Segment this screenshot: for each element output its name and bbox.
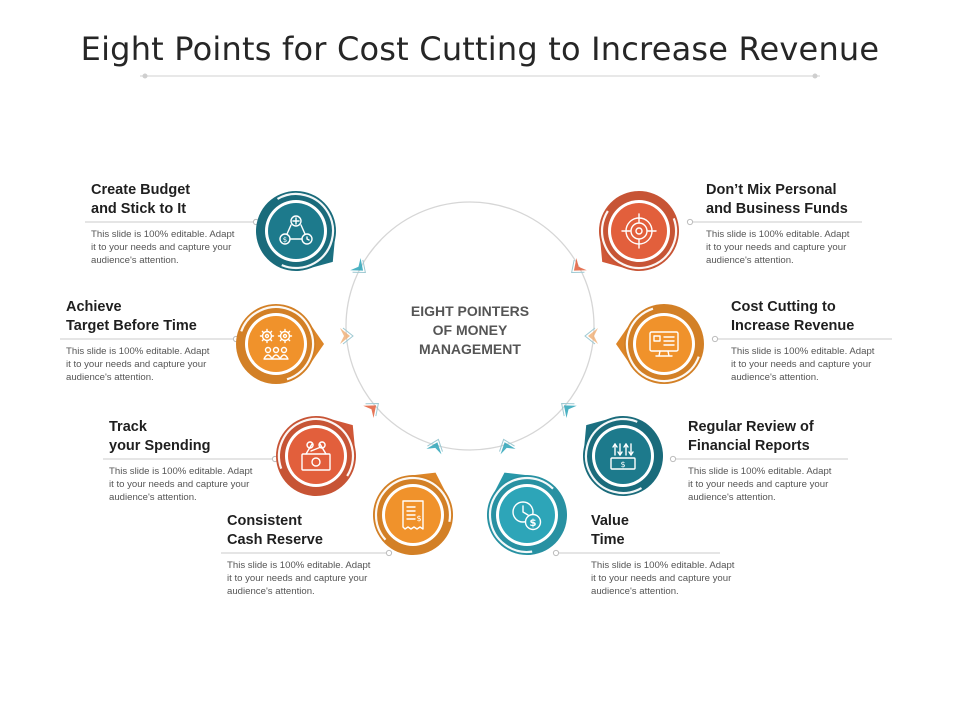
svg-text:$: $ <box>620 460 625 469</box>
title-underline <box>140 73 820 79</box>
item-desc: audience's attention. <box>591 586 679 597</box>
chevron-arrow <box>561 402 577 418</box>
item-desc: it to your needs and capture your <box>227 573 368 584</box>
target-icon <box>621 213 657 249</box>
item-heading: Regular Review of <box>688 419 814 435</box>
node-track-spending <box>276 416 356 496</box>
item-desc: This slide is 100% editable. Adapt <box>591 560 735 571</box>
svg-text:$: $ <box>283 236 287 244</box>
item-desc: it to your needs and capture your <box>688 479 829 490</box>
node-cash-reserve: $ <box>373 472 453 555</box>
item-desc: audience's attention. <box>66 372 154 383</box>
budget-icon: $ <box>279 215 313 245</box>
item-heading: Cost Cutting to <box>731 299 836 315</box>
node-dont-mix <box>599 191 679 271</box>
center-line-1: EIGHT POINTERS <box>410 303 530 319</box>
item-desc: This slide is 100% editable. Adapt <box>227 560 371 571</box>
connector-dot <box>385 549 393 557</box>
node-achieve-target <box>236 304 324 384</box>
gears-team-icon <box>259 328 293 360</box>
item-heading: Track <box>109 419 147 435</box>
item-heading: Value <box>591 513 629 529</box>
chevron-arrow <box>571 258 587 274</box>
item-desc: This slide is 100% editable. Adapt <box>109 466 253 477</box>
item-desc: This slide is 100% editable. Adapt <box>66 346 210 357</box>
cash-flow-icon: $ <box>610 443 636 470</box>
connector-dot <box>552 549 560 557</box>
item-desc: it to your needs and capture your <box>706 242 847 253</box>
item-heading: Cash Reserve <box>227 532 323 548</box>
item-desc: This slide is 100% editable. Adapt <box>731 346 875 357</box>
item-desc: it to your needs and capture your <box>591 573 732 584</box>
item-create-budget: Create Budget and Stick to It This slide … <box>91 181 234 267</box>
item-desc: This slide is 100% editable. Adapt <box>91 229 235 240</box>
clock-dollar-icon: $ <box>512 501 542 531</box>
item-heading: Achieve <box>66 299 122 315</box>
item-desc: it to your needs and capture your <box>66 359 207 370</box>
item-desc: audience's attention. <box>227 586 315 597</box>
node-regular-review: $ <box>583 416 663 496</box>
item-heading: and Business Funds <box>706 201 848 217</box>
item-heading: Don’t Mix Personal <box>706 182 837 198</box>
central-ring <box>345 201 595 451</box>
center-line-2: OF MONEY <box>432 322 508 338</box>
item-desc: audience's attention. <box>109 492 197 503</box>
nodes: $ $ $ $ <box>236 191 704 555</box>
chevron-arrow <box>350 258 366 274</box>
item-desc: audience's attention. <box>706 255 794 266</box>
node-value-time: $ <box>487 472 567 555</box>
item-heading: Time <box>591 532 625 548</box>
item-value-time: Value Time This slide is 100% editable. A… <box>591 512 734 598</box>
center-line-3: MANAGEMENT <box>419 341 521 357</box>
connector-dot <box>669 455 677 463</box>
page-title: Eight Points for Cost Cutting to Increas… <box>80 30 880 68</box>
connector-lines <box>60 218 892 557</box>
chevron-arrow <box>499 438 516 455</box>
item-desc: audience's attention. <box>731 372 819 383</box>
chevron-arrow <box>584 327 598 345</box>
center-label: EIGHT POINTERS OF MONEY MANAGEMENT <box>370 302 570 359</box>
item-track-spending: Track your Spending This slide is 100% ed… <box>109 418 252 504</box>
chevron-arrow <box>340 327 354 345</box>
item-heading: Create Budget <box>91 182 191 198</box>
item-desc: audience's attention. <box>91 255 179 266</box>
item-dont-mix: Don’t Mix Personal and Business Funds Thi… <box>706 181 849 267</box>
item-regular-review: Regular Review of Financial Reports This … <box>688 418 831 504</box>
item-heading: Target Before Time <box>66 318 197 334</box>
item-heading: Consistent <box>227 513 302 529</box>
svg-text:$: $ <box>530 518 537 529</box>
chevron-arrows <box>340 258 598 455</box>
chevron-arrow <box>426 438 443 455</box>
item-heading: Financial Reports <box>688 438 810 454</box>
node-cost-cutting <box>616 304 704 384</box>
svg-text:$: $ <box>416 514 421 523</box>
node-create-budget: $ <box>256 191 336 271</box>
item-heading: and Stick to It <box>91 201 187 217</box>
monitor-report-icon <box>649 331 679 357</box>
item-cost-cutting: Cost Cutting to Increase Revenue This sli… <box>731 298 874 384</box>
chevron-arrow <box>363 402 379 418</box>
receipt-icon: $ <box>402 500 424 530</box>
item-heading: Increase Revenue <box>731 318 855 334</box>
money-bill-icon <box>301 441 331 471</box>
item-desc: it to your needs and capture your <box>731 359 872 370</box>
item-heading: your Spending <box>109 438 211 454</box>
connector-dot <box>686 218 694 226</box>
item-cash-reserve: Consistent Cash Reserve This slide is 100… <box>227 512 370 598</box>
item-desc: audience's attention. <box>688 492 776 503</box>
item-achieve-target: Achieve Target Before Time This slide is … <box>66 298 209 384</box>
item-desc: it to your needs and capture your <box>91 242 232 253</box>
item-desc: This slide is 100% editable. Adapt <box>706 229 850 240</box>
item-desc: it to your needs and capture your <box>109 479 250 490</box>
connector-dot <box>711 335 719 343</box>
item-desc: This slide is 100% editable. Adapt <box>688 466 832 477</box>
